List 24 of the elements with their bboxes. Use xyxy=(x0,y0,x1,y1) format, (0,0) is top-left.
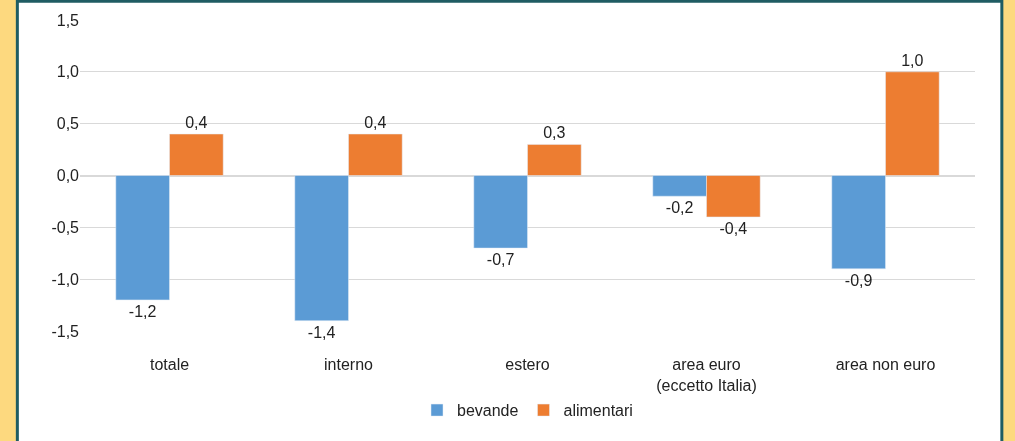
y-tick-label: -0,5 xyxy=(51,218,80,236)
x-tick-label: area euro (eccetto Italia) xyxy=(656,356,757,394)
y-tick-label: -1,0 xyxy=(51,270,80,288)
data-label: -0,7 xyxy=(486,251,515,269)
y-tick-label: 0,5 xyxy=(56,115,80,133)
data-label: -1,4 xyxy=(307,323,336,341)
y-tick-label: 0,0 xyxy=(56,167,80,185)
data-label: 0,4 xyxy=(364,114,387,132)
legend-label: alimentari xyxy=(563,402,633,420)
x-tick-label: estero xyxy=(505,356,550,373)
data-label: 0,3 xyxy=(543,124,566,142)
data-label: -0,9 xyxy=(844,271,873,289)
data-label: -1,2 xyxy=(128,302,157,320)
y-tick-label: 1,0 xyxy=(56,63,80,81)
x-tick-label: totale xyxy=(149,356,190,373)
data-label: -0,4 xyxy=(719,219,748,237)
data-label: 1,0 xyxy=(901,51,924,69)
x-tick-label: area non euro xyxy=(835,356,936,373)
y-tick-label: 1,5 xyxy=(56,11,80,29)
data-label: 0,4 xyxy=(185,114,208,132)
legend-label: bevande xyxy=(457,402,519,420)
data-label: -0,2 xyxy=(665,199,694,217)
y-tick-label: -1,5 xyxy=(51,322,80,340)
x-tick-label: interno xyxy=(324,356,374,373)
